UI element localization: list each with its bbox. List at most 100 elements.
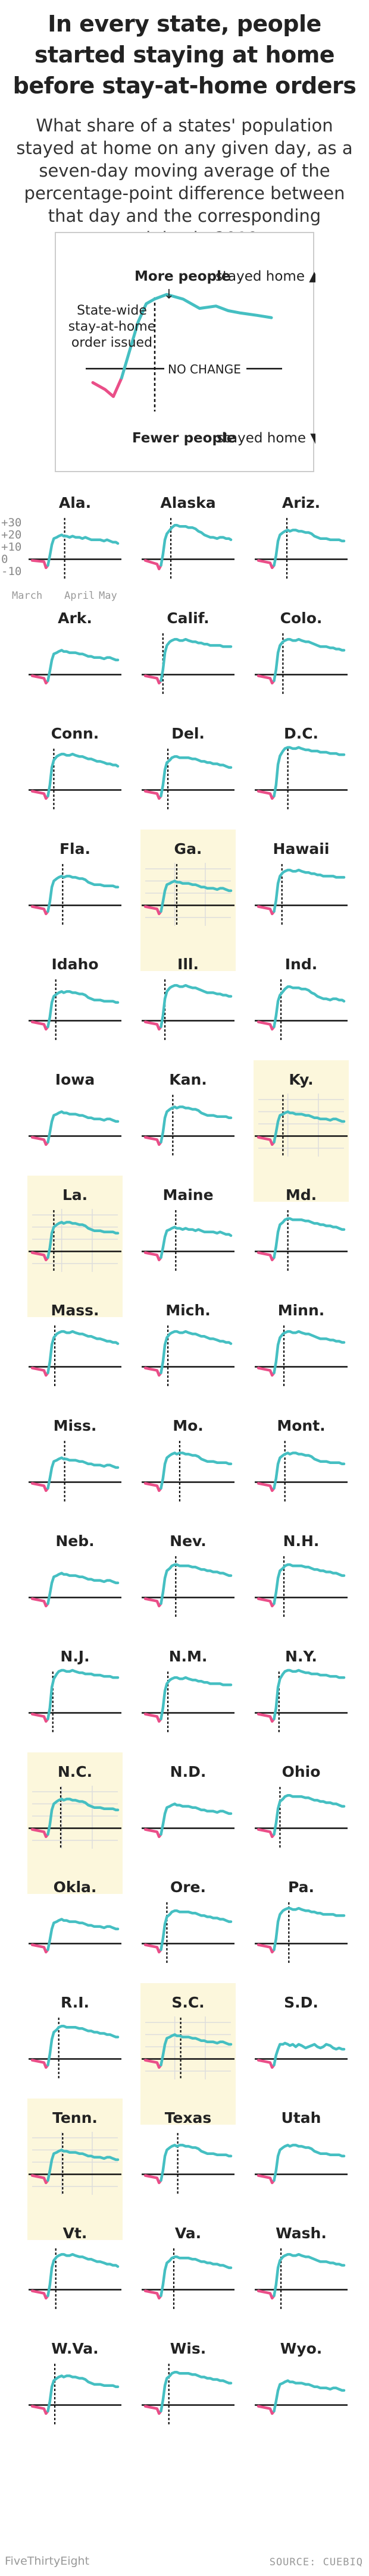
key-stayed-home-down: stayed home ▼ [217,431,315,446]
state-label: Minn. [277,1302,325,1319]
series-line-decrease [257,2405,276,2415]
series-line-increase [46,1669,120,1720]
state-panel-ala: Ala. [27,483,123,625]
series-line-increase [160,523,233,567]
state-label: Vt. [62,2225,87,2242]
state-panel-conn: Conn. [27,714,123,856]
state-label: R.I. [60,1994,89,2011]
y-tick-label: -10 [1,565,21,578]
series-line-decrease [143,2059,162,2069]
state-panel-kan: Kan. [140,1060,236,1202]
state-panel-n-y: N.Y. [254,1637,349,1779]
state-label: N.C. [57,1763,93,1780]
series-line-decrease [30,1482,49,1493]
state-label: Alaska [160,494,216,511]
state-panel-n-d: N.D. [140,1752,236,1894]
state-chart [29,1918,121,1954]
y-tick-label: +20 [1,529,21,542]
state-label: Ariz. [282,494,321,511]
state-chart [142,1210,234,1272]
state-chart [142,1802,234,1839]
series-line-decrease [257,905,276,916]
state-panel-mo: Mo. [140,1406,236,1548]
series-line-decrease [143,905,162,916]
state-panel-s-d: S.D. [254,1983,349,2125]
state-panel-md: Md. [254,1176,349,1317]
key-line-decrease [91,376,123,398]
series-line-increase [160,1802,233,1836]
state-panel-nev: Nev. [140,1522,236,1663]
footer-credit: FiveThirtyEight [5,2555,90,2568]
x-tick-label: May [99,590,117,602]
series-line-decrease [257,790,276,800]
state-label: Hawaii [273,840,330,857]
series-line-decrease [257,2289,276,2300]
state-panel-la: La. [27,1176,123,1317]
state-chart [142,1672,234,1733]
series-line-decrease [143,2289,162,2300]
series-line-decrease [30,1136,49,1146]
state-panel-ga: Ga. [140,830,236,971]
series-line-increase [273,1110,346,1144]
state-chart [255,746,348,811]
state-panel-vt: Vt. [27,2214,123,2355]
state-label: Del. [171,725,205,742]
series-line-increase [273,2379,346,2412]
state-label: S.C. [171,1994,205,2011]
series-line-decrease [143,1482,162,1493]
state-chart [29,864,121,926]
series-line-increase [160,984,233,1028]
chart-title: In every state, people started staying a… [12,11,357,99]
state-label: Ill. [177,956,199,973]
series-line-decrease [30,2405,49,2415]
state-panel-n-c: N.C. [27,1752,123,1894]
series-line-increase [160,1909,233,1951]
series-line-increase [46,990,120,1028]
series-line-increase [273,529,346,567]
series-line-increase [46,1110,120,1144]
state-label: D.C. [283,725,319,742]
key-annotation-1: State-wide [77,303,147,318]
series-line-decrease [143,674,162,685]
state-chart [255,1325,348,1387]
state-panel-hawaii: Hawaii [254,830,349,971]
series-line-increase [273,1906,346,1951]
series-line-decrease [257,1020,276,1031]
state-label: Calif. [167,610,209,627]
series-line-increase [160,1452,233,1490]
series-line-decrease [257,2059,276,2069]
state-label: Mass. [51,1302,99,1319]
state-label: N.J. [60,1648,90,1665]
series-line-increase [160,1563,233,1605]
state-panel-va: Va. [140,2214,236,2355]
series-line-decrease [143,1713,162,1723]
state-panel-minn: Minn. [254,1291,349,1432]
series-line-decrease [257,1828,276,1839]
state-chart [255,1441,348,1503]
state-chart [142,2248,234,2310]
state-chart [142,1095,234,1157]
series-line-increase [46,1918,120,1951]
series-line-increase [273,1217,346,1259]
series-line-decrease [257,1713,276,1723]
state-label: Iowa [55,1071,95,1088]
state-panel-ohio: Ohio [254,1752,349,1894]
state-chart [255,2379,348,2415]
state-chart [142,1902,234,1964]
state-label: N.H. [283,1532,320,1550]
series-line-decrease [257,1597,276,1608]
series-line-increase [46,2024,120,2066]
series-line-increase [273,1452,346,1490]
state-chart [29,979,121,1041]
y-tick-label: 0 [1,552,8,566]
series-line-decrease [30,1597,49,1608]
series-line-decrease [30,1366,49,1377]
state-panel-mont: Mont. [254,1406,349,1548]
state-chart [255,1210,348,1272]
state-chart [29,2248,121,2310]
y-tick-label: +10 [1,541,21,554]
state-label: Fla. [59,840,90,857]
state-panel-texas: Texas [140,2099,236,2240]
series-line-increase [46,1798,120,1836]
series-line-increase [46,752,120,797]
